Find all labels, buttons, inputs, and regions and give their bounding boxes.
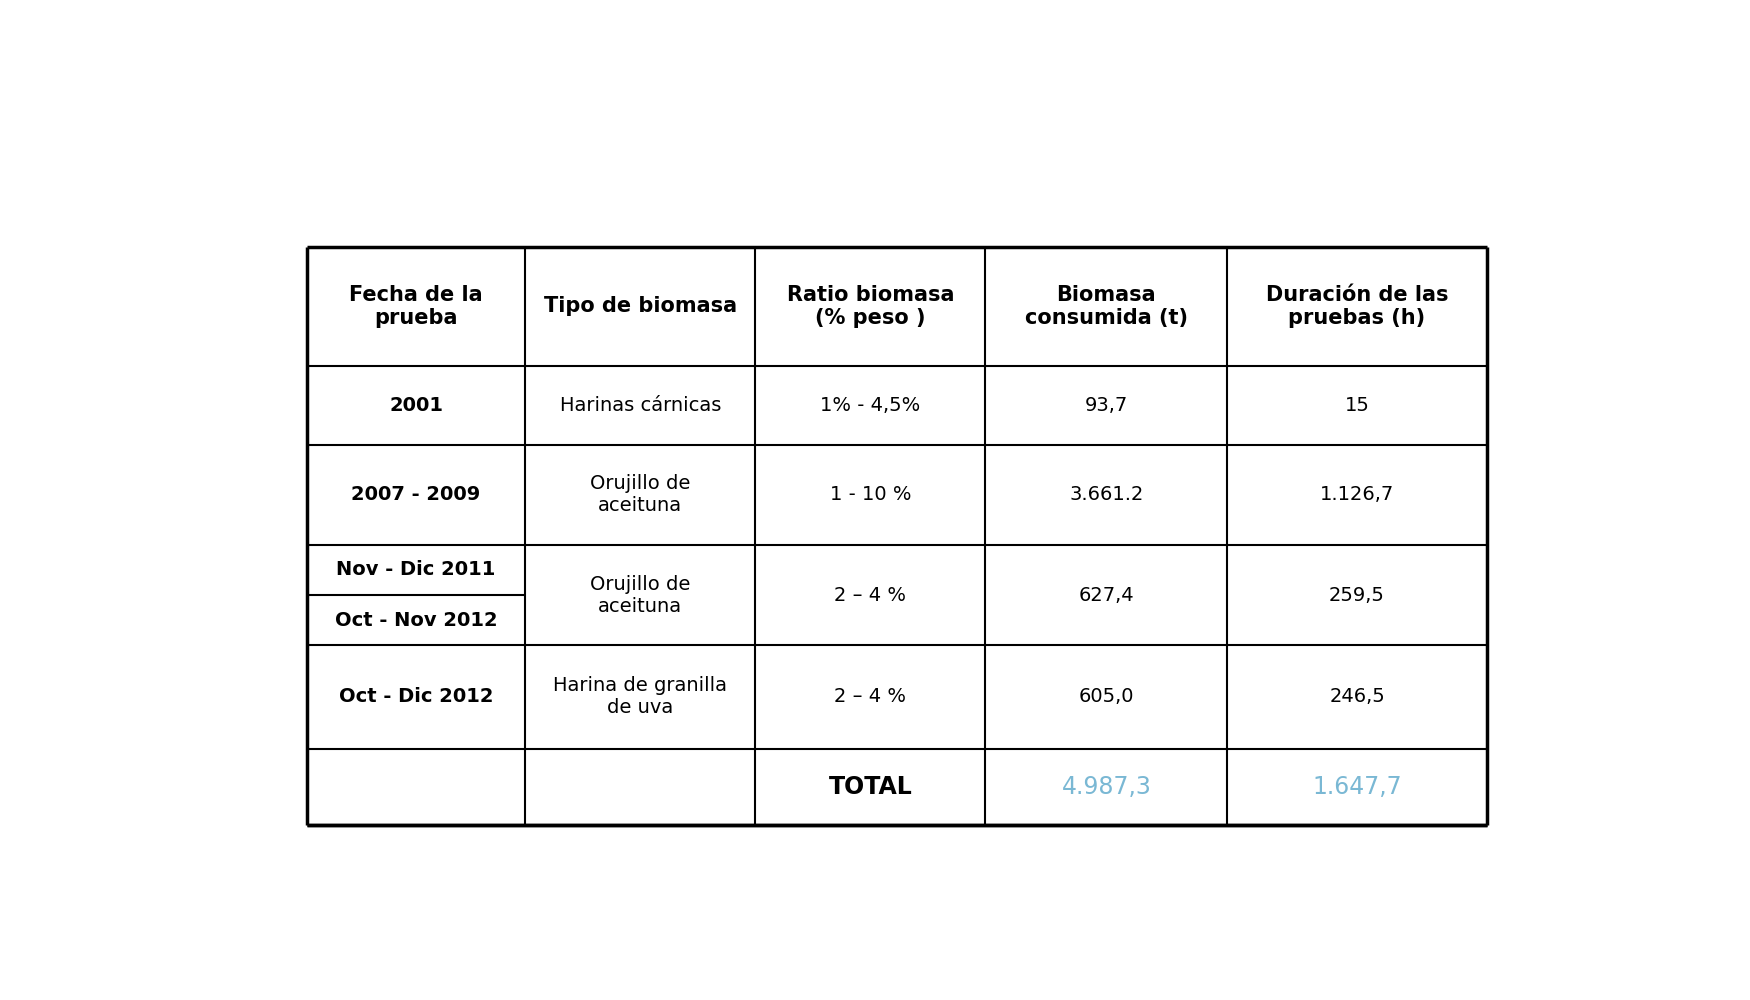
Text: 3.661.2: 3.661.2: [1069, 485, 1143, 504]
Text: 2001: 2001: [388, 396, 443, 415]
Text: 1% - 4,5%: 1% - 4,5%: [821, 396, 921, 415]
Text: 627,4: 627,4: [1078, 586, 1134, 605]
Text: Orujillo de
aceituna: Orujillo de aceituna: [590, 575, 691, 616]
Text: Nov - Dic 2011: Nov - Dic 2011: [336, 560, 495, 579]
Text: Harinas cárnicas: Harinas cárnicas: [560, 396, 721, 415]
Text: 1.647,7: 1.647,7: [1312, 775, 1402, 799]
Text: 2 – 4 %: 2 – 4 %: [835, 586, 906, 605]
Text: Oct - Dic 2012: Oct - Dic 2012: [340, 687, 493, 706]
Text: 93,7: 93,7: [1085, 396, 1129, 415]
Text: 1 - 10 %: 1 - 10 %: [830, 485, 912, 504]
Text: Oct - Nov 2012: Oct - Nov 2012: [334, 611, 497, 630]
Text: Tipo de biomasa: Tipo de biomasa: [544, 296, 737, 316]
Text: 246,5: 246,5: [1330, 687, 1384, 706]
Text: Ratio biomasa
(% peso ): Ratio biomasa (% peso ): [786, 285, 954, 328]
Text: 4.987,3: 4.987,3: [1062, 775, 1152, 799]
Text: 259,5: 259,5: [1328, 586, 1384, 605]
Text: Duración de las
pruebas (h): Duración de las pruebas (h): [1265, 285, 1449, 328]
Text: Orujillo de
aceituna: Orujillo de aceituna: [590, 474, 691, 515]
Text: 2 – 4 %: 2 – 4 %: [835, 687, 906, 706]
Text: 1.126,7: 1.126,7: [1320, 485, 1395, 504]
Text: TOTAL: TOTAL: [828, 775, 912, 799]
Text: Fecha de la
prueba: Fecha de la prueba: [350, 285, 483, 328]
Text: 15: 15: [1344, 396, 1370, 415]
Text: Harina de granilla
de uva: Harina de granilla de uva: [553, 676, 728, 717]
Text: 2007 - 2009: 2007 - 2009: [352, 485, 481, 504]
Text: Biomasa
consumida (t): Biomasa consumida (t): [1026, 285, 1188, 328]
Text: 605,0: 605,0: [1078, 687, 1134, 706]
